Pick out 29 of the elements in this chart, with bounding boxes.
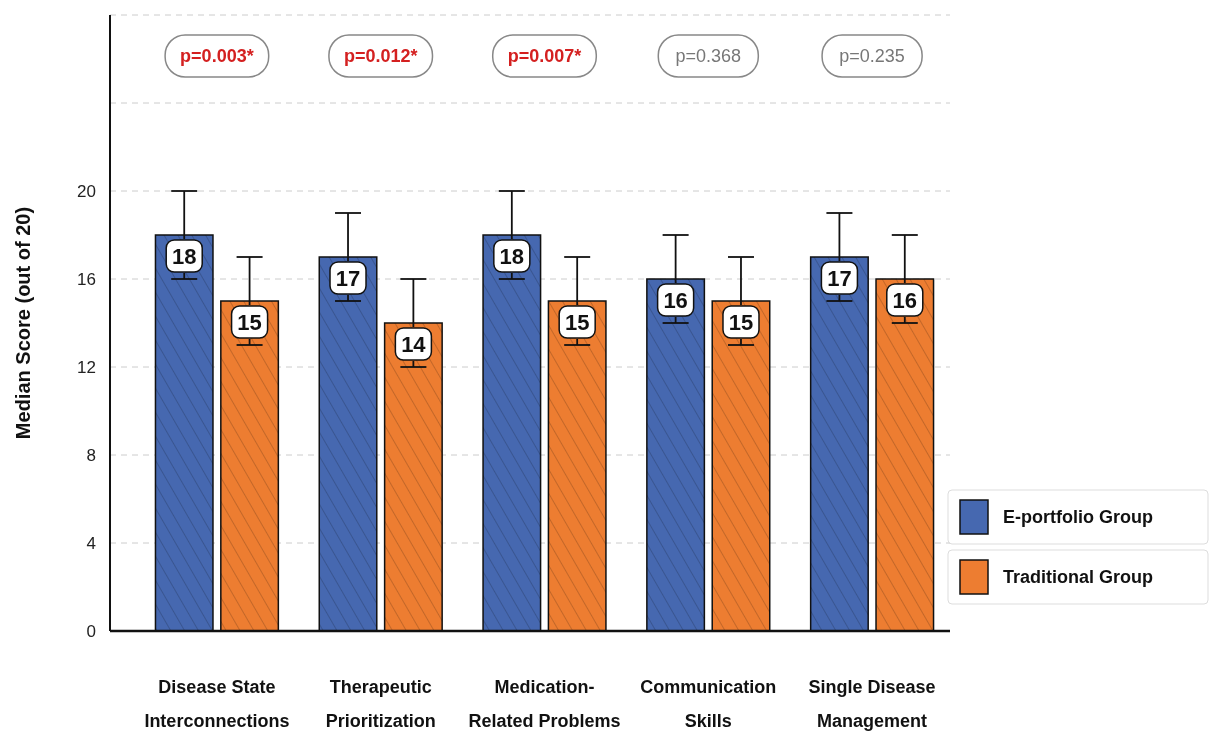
data-label: 17 bbox=[335, 266, 361, 291]
y-tick-label: 8 bbox=[86, 445, 96, 465]
x-tick-label: Medication-Related Problems bbox=[468, 677, 621, 731]
y-tick-label: 0 bbox=[86, 621, 96, 641]
x-tick-label: Therapeutic Prioritization bbox=[325, 677, 436, 731]
annotation: p=0.368 bbox=[675, 46, 742, 67]
y-tick-label: 20 bbox=[77, 181, 96, 201]
data-label: 18 bbox=[171, 244, 197, 269]
data-label: 14 bbox=[401, 332, 427, 357]
x-tick-label: Communication Skills bbox=[640, 677, 777, 731]
y-tick-label: 16 bbox=[77, 269, 96, 289]
annotation: p=0.235 bbox=[839, 46, 905, 67]
annotation: p=0.012* bbox=[343, 46, 418, 67]
y-tick-label: 12 bbox=[77, 357, 96, 377]
annotation: p=0.003* bbox=[180, 46, 254, 67]
legend-label: E-portfolio Group bbox=[1003, 507, 1153, 528]
legend-label: Traditional Group bbox=[1003, 567, 1154, 588]
data-label: 15 bbox=[564, 310, 590, 335]
data-label: 15 bbox=[237, 310, 262, 335]
x-tick-label: Single Disease Management bbox=[808, 677, 936, 731]
data-label: 15 bbox=[728, 310, 754, 335]
data-label: 16 bbox=[892, 288, 918, 313]
data-label: 17 bbox=[827, 266, 852, 291]
data-label: 16 bbox=[663, 288, 688, 313]
y-axis-title: Median Score (out of 20) bbox=[12, 206, 34, 440]
data-label: 18 bbox=[499, 244, 525, 269]
y-tick-label: 4 bbox=[86, 533, 96, 553]
x-tick-label: Disease State Interconnections bbox=[144, 677, 290, 731]
annotation: p=0.007* bbox=[507, 46, 582, 67]
